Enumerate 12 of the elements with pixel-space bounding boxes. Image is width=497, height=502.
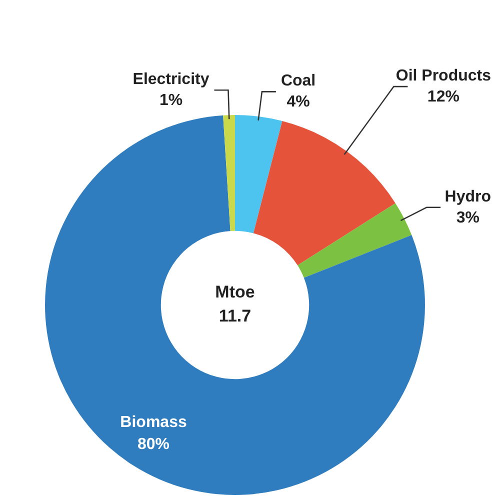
data-label: 80% bbox=[138, 436, 170, 453]
slice-label: Biomass bbox=[120, 414, 187, 431]
slice-label: Electricity bbox=[132, 71, 210, 88]
text: 11.7 bbox=[218, 306, 252, 326]
slice-label: Coal bbox=[280, 72, 316, 90]
data-label: 1% bbox=[159, 92, 183, 110]
data-label: 12% bbox=[427, 88, 460, 106]
slice-label: Hydro bbox=[444, 188, 492, 206]
text: Mtoe bbox=[215, 282, 255, 302]
slice-label: Oil Products bbox=[396, 67, 492, 84]
data-label: 3% bbox=[456, 209, 480, 226]
data-label: 4% bbox=[286, 94, 310, 111]
